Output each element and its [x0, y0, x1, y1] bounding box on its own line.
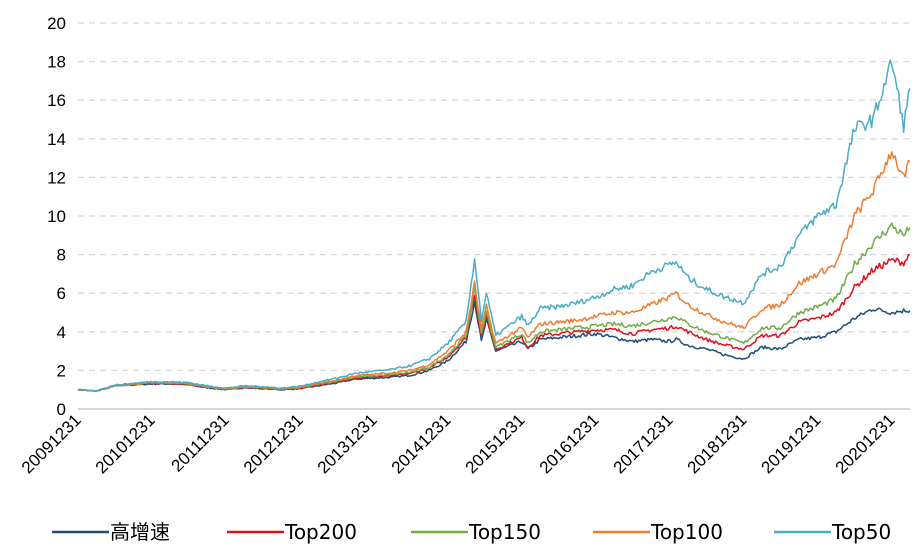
grid-lines	[78, 22, 910, 372]
y-tick-label: 12	[47, 168, 66, 187]
legend: 高增速 Top200 Top150 Top100 Top50	[52, 520, 891, 544]
y-tick-label: 16	[47, 91, 66, 110]
x-tick-label: 20111231	[168, 410, 233, 475]
x-tick-label: 20091231	[18, 410, 85, 477]
legend-label: Top50	[831, 520, 891, 544]
y-tick-label: 6	[57, 284, 66, 303]
x-tick-label: 20171231	[610, 410, 677, 477]
x-tick-label: 20191231	[758, 410, 825, 477]
y-axis: 0 2 4 6 8 10 12 14 16 18 20	[47, 14, 66, 419]
series-line-3	[77, 151, 911, 392]
x-tick-label: 20141231	[388, 410, 455, 477]
series-line-4	[77, 59, 911, 392]
y-tick-label: 20	[47, 14, 66, 33]
plot-area	[77, 59, 911, 393]
series-line-2	[77, 222, 911, 392]
x-tick-label: 20131231	[314, 410, 381, 477]
legend-label: Top200	[284, 520, 357, 544]
x-tick-label: 20121231	[240, 410, 307, 477]
x-tick-label: 20101231	[92, 410, 159, 477]
y-tick-label: 4	[57, 323, 66, 342]
legend-label: Top100	[650, 520, 723, 544]
y-tick-label: 8	[57, 246, 66, 265]
x-axis: 20091231 20101231 20111231 20121231 20131231…	[18, 410, 899, 477]
y-tick-label: 0	[57, 400, 66, 419]
x-tick-label: 20151231	[462, 410, 529, 477]
y-tick-label: 10	[47, 207, 66, 226]
y-tick-label: 14	[47, 130, 66, 149]
legend-label: 高增速	[110, 520, 170, 544]
x-tick-label: 20161231	[536, 410, 603, 477]
y-tick-label: 2	[57, 361, 66, 380]
x-tick-label: 20201231	[832, 410, 899, 477]
legend-label: Top150	[468, 520, 541, 544]
series-line-0	[77, 300, 911, 392]
x-tick-label: 20181231	[684, 410, 751, 477]
y-tick-label: 18	[47, 53, 66, 72]
